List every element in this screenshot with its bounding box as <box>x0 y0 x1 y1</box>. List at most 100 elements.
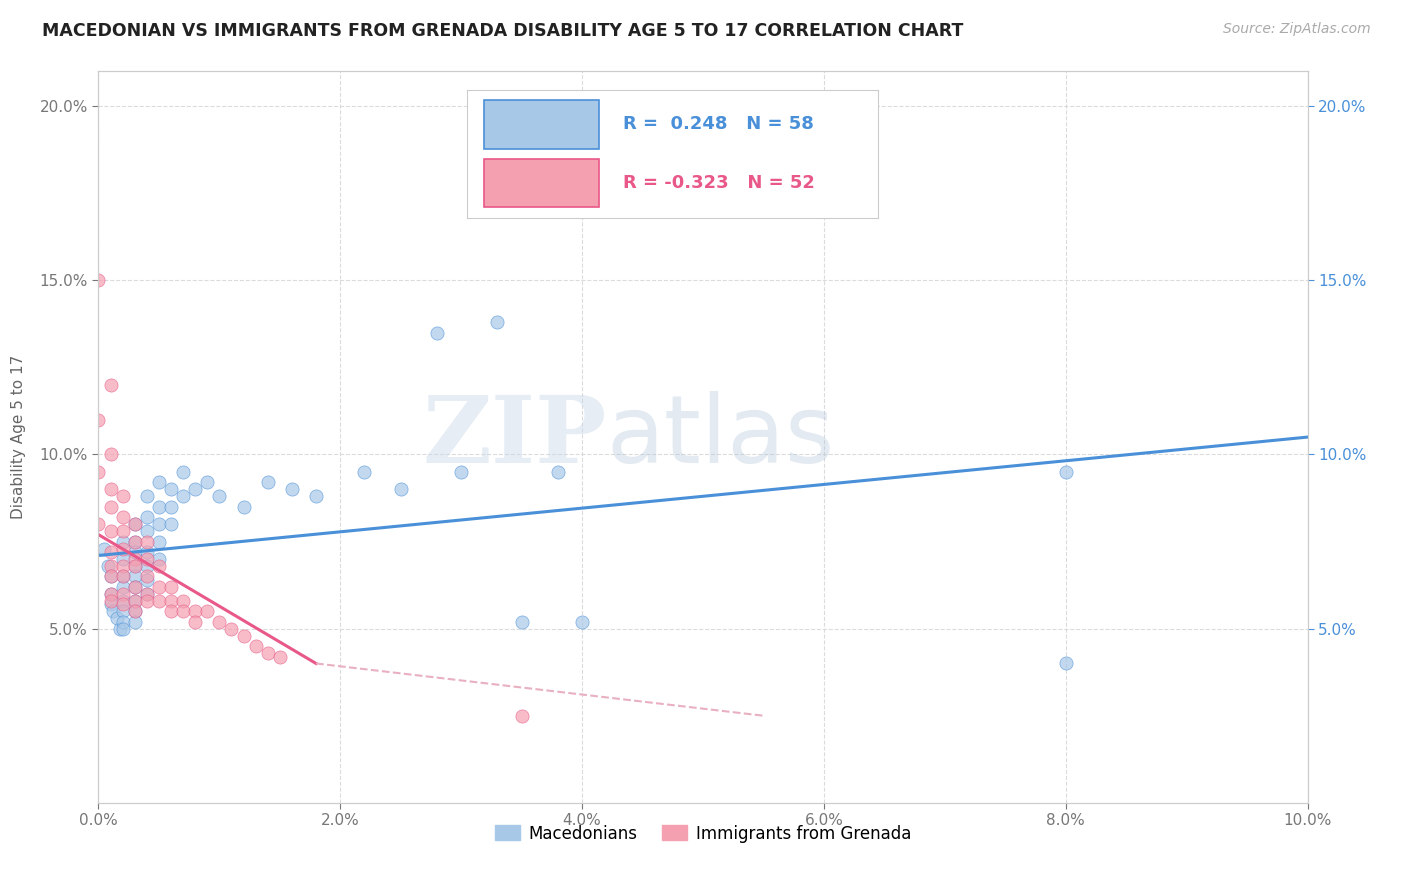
Point <box>111 510 134 524</box>
Point <box>450 465 472 479</box>
Point <box>100 500 122 514</box>
Point <box>135 524 157 538</box>
Point <box>547 465 569 479</box>
Point <box>148 594 170 608</box>
Point <box>124 558 146 573</box>
Point <box>510 708 533 723</box>
Point <box>256 475 278 490</box>
Point <box>148 517 170 532</box>
Point <box>111 552 134 566</box>
Point <box>100 448 122 462</box>
Text: ZIP: ZIP <box>422 392 606 482</box>
Point <box>148 475 170 490</box>
Point <box>124 604 146 618</box>
Point <box>172 465 194 479</box>
Point <box>281 483 304 497</box>
Point <box>100 569 122 583</box>
Point <box>160 483 183 497</box>
Point <box>111 541 134 556</box>
Point <box>389 483 412 497</box>
Point <box>124 545 146 559</box>
Point <box>124 558 146 573</box>
Point <box>1054 465 1077 479</box>
Point <box>1054 657 1077 671</box>
Point <box>232 629 254 643</box>
Text: Source: ZipAtlas.com: Source: ZipAtlas.com <box>1223 22 1371 37</box>
Text: MACEDONIAN VS IMMIGRANTS FROM GRENADA DISABILITY AGE 5 TO 17 CORRELATION CHART: MACEDONIAN VS IMMIGRANTS FROM GRENADA DI… <box>42 22 963 40</box>
Point <box>135 594 157 608</box>
Point <box>486 315 509 329</box>
Point <box>160 594 183 608</box>
Point <box>135 573 157 587</box>
Point <box>111 569 134 583</box>
Point <box>100 594 122 608</box>
Point <box>148 558 170 573</box>
Point <box>100 587 122 601</box>
Point <box>135 569 157 583</box>
Point <box>100 558 122 573</box>
Point <box>172 604 194 618</box>
Point <box>208 489 231 503</box>
Point <box>111 534 134 549</box>
Point <box>135 510 157 524</box>
Point <box>256 646 278 660</box>
Point <box>111 558 134 573</box>
Point <box>510 615 533 629</box>
Point <box>124 569 146 583</box>
Point <box>305 489 328 503</box>
Point <box>195 475 218 490</box>
Point <box>101 604 124 618</box>
Point <box>160 604 183 618</box>
Point <box>111 615 134 629</box>
Point <box>160 580 183 594</box>
Point <box>135 489 157 503</box>
Point <box>108 622 131 636</box>
Legend: Macedonians, Immigrants from Grenada: Macedonians, Immigrants from Grenada <box>488 818 918 849</box>
Point <box>135 534 157 549</box>
Point <box>87 273 110 287</box>
Point <box>124 517 146 532</box>
Point <box>111 580 134 594</box>
Point <box>426 326 449 340</box>
Point <box>184 483 207 497</box>
Point <box>100 597 122 611</box>
Point <box>195 604 218 618</box>
Point <box>135 552 157 566</box>
Point <box>111 594 134 608</box>
Point <box>124 580 146 594</box>
Point <box>232 500 254 514</box>
Point <box>135 587 157 601</box>
Point <box>655 186 678 201</box>
Y-axis label: Disability Age 5 to 17: Disability Age 5 to 17 <box>11 355 25 519</box>
Point <box>221 622 243 636</box>
Point <box>124 534 146 549</box>
Point <box>148 534 170 549</box>
Point <box>148 500 170 514</box>
Point <box>124 594 146 608</box>
Point <box>100 587 122 601</box>
Point <box>160 517 183 532</box>
Point <box>353 465 375 479</box>
Point <box>160 500 183 514</box>
Point <box>111 597 134 611</box>
Point <box>100 569 122 583</box>
Point <box>111 622 134 636</box>
Point <box>111 587 134 601</box>
Point <box>135 587 157 601</box>
Point <box>571 615 593 629</box>
Point <box>93 541 115 556</box>
Point <box>124 594 146 608</box>
Point <box>148 552 170 566</box>
Point <box>124 552 146 566</box>
Point <box>111 569 134 583</box>
Point <box>100 545 122 559</box>
Point <box>111 524 134 538</box>
Text: atlas: atlas <box>606 391 835 483</box>
Point <box>135 545 157 559</box>
Point <box>245 639 267 653</box>
Point <box>124 517 146 532</box>
Point <box>124 615 146 629</box>
Point <box>87 412 110 426</box>
Point <box>148 580 170 594</box>
Point <box>111 604 134 618</box>
